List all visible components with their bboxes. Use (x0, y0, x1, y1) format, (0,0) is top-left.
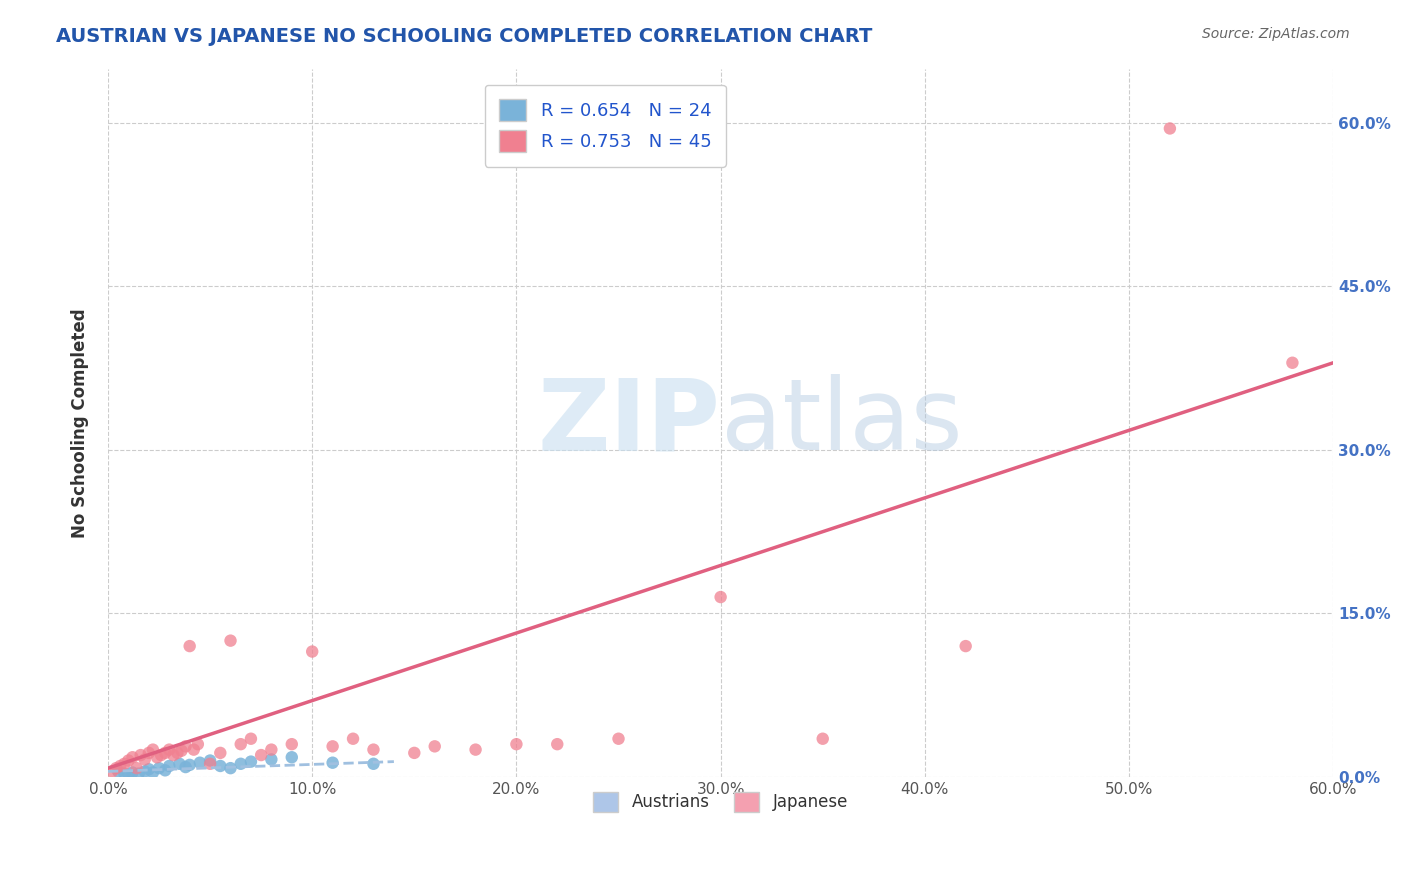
Point (153, 746, 176, 760)
Text: ZIP: ZIP (537, 374, 721, 471)
Point (260, 742, 283, 756)
Point (157, 742, 180, 756)
Point (170, 744, 193, 758)
Point (174, 739, 197, 754)
Point (148, 761, 170, 775)
Point (198, 756, 221, 771)
Point (183, 742, 205, 756)
Point (1281, 356, 1303, 370)
Point (105, 761, 128, 775)
Point (112, 756, 135, 771)
Point (146, 750, 169, 764)
Point (404, 746, 426, 760)
Point (153, 764, 176, 778)
Point (166, 746, 188, 760)
Legend: Austrians, Japanese: Austrians, Japanese (579, 778, 862, 825)
Point (209, 746, 232, 760)
Point (342, 731, 364, 746)
Point (301, 644, 323, 658)
Point (174, 760, 197, 774)
Point (150, 747, 173, 762)
Point (229, 737, 252, 751)
Point (219, 633, 242, 648)
Point (546, 737, 568, 751)
Point (1159, 121, 1181, 136)
Point (811, 731, 834, 746)
Point (281, 750, 304, 764)
Point (138, 762, 160, 776)
Point (955, 639, 977, 653)
Point (281, 737, 304, 751)
Point (162, 747, 184, 762)
Point (250, 747, 273, 762)
Point (188, 756, 211, 770)
Text: AUSTRIAN VS JAPANESE NO SCHOOLING COMPLETED CORRELATION CHART: AUSTRIAN VS JAPANESE NO SCHOOLING COMPLE… (56, 27, 873, 45)
Point (117, 767, 139, 781)
Point (138, 746, 160, 760)
Point (219, 761, 242, 775)
Point (229, 756, 252, 771)
Point (129, 747, 152, 762)
Point (142, 742, 165, 756)
Point (125, 761, 148, 775)
Point (198, 754, 221, 768)
Point (121, 765, 143, 780)
Point (505, 737, 527, 751)
Point (322, 739, 344, 754)
Point (110, 759, 132, 773)
Point (169, 756, 191, 771)
Point (187, 737, 209, 751)
Point (112, 766, 135, 780)
Point (179, 639, 201, 653)
Point (363, 756, 385, 771)
Point (209, 759, 232, 773)
Point (134, 752, 156, 766)
Point (107, 764, 129, 779)
Point (157, 759, 180, 773)
Point (142, 765, 165, 780)
Point (322, 756, 344, 770)
Point (128, 766, 150, 780)
Point (607, 731, 630, 746)
Y-axis label: No Schooling Completed: No Schooling Completed (72, 308, 89, 538)
Point (710, 590, 733, 604)
Point (101, 764, 124, 779)
Point (117, 754, 139, 768)
Point (260, 752, 283, 766)
Point (423, 739, 446, 754)
Point (464, 742, 486, 756)
Point (121, 750, 143, 764)
Point (134, 764, 156, 779)
Text: atlas: atlas (721, 374, 962, 471)
Point (179, 757, 201, 772)
Point (239, 755, 262, 769)
Point (363, 742, 385, 756)
Text: Source: ZipAtlas.com: Source: ZipAtlas.com (1202, 27, 1350, 41)
Point (239, 731, 262, 746)
